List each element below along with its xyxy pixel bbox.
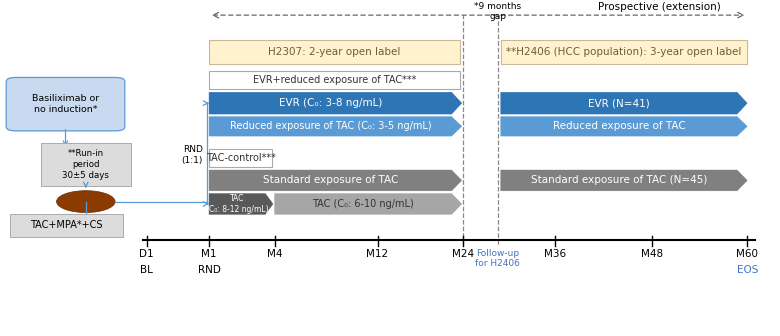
Text: Prospective (extension): Prospective (extension) bbox=[597, 2, 721, 12]
Text: M1: M1 bbox=[201, 249, 217, 259]
Text: M24: M24 bbox=[452, 249, 474, 259]
Text: TAC (C₀: 6-10 ng/mL): TAC (C₀: 6-10 ng/mL) bbox=[312, 199, 414, 209]
Text: M48: M48 bbox=[641, 249, 663, 259]
Polygon shape bbox=[209, 92, 462, 114]
FancyBboxPatch shape bbox=[501, 40, 747, 64]
Ellipse shape bbox=[56, 191, 115, 213]
Text: Reduced exposure of TAC: Reduced exposure of TAC bbox=[552, 121, 686, 131]
Text: M36: M36 bbox=[544, 249, 566, 259]
Text: Reduced exposure of TAC (C₀: 3-5 ng/mL): Reduced exposure of TAC (C₀: 3-5 ng/mL) bbox=[229, 121, 431, 131]
Text: EVR (N=41): EVR (N=41) bbox=[588, 98, 650, 108]
Text: *9 months
gap: *9 months gap bbox=[474, 2, 521, 21]
Text: D1: D1 bbox=[140, 249, 154, 259]
Text: H2307: 2-year open label: H2307: 2-year open label bbox=[268, 47, 401, 57]
FancyBboxPatch shape bbox=[6, 78, 125, 131]
Polygon shape bbox=[275, 194, 462, 214]
Text: Standard exposure of TAC: Standard exposure of TAC bbox=[263, 175, 398, 185]
Text: BL: BL bbox=[140, 265, 153, 276]
Text: TAC
(C₀: 8-12 ng/mL): TAC (C₀: 8-12 ng/mL) bbox=[206, 194, 268, 214]
Text: RND
(1:1): RND (1:1) bbox=[182, 144, 203, 165]
Text: RND: RND bbox=[197, 265, 221, 276]
FancyBboxPatch shape bbox=[209, 149, 272, 167]
Polygon shape bbox=[209, 194, 273, 214]
Text: EVR+reduced exposure of TAC***: EVR+reduced exposure of TAC*** bbox=[253, 75, 417, 85]
FancyBboxPatch shape bbox=[41, 143, 131, 186]
Text: Follow-up
for H2406: Follow-up for H2406 bbox=[475, 249, 520, 268]
Text: EVR (C₀: 3-8 ng/mL): EVR (C₀: 3-8 ng/mL) bbox=[278, 98, 382, 108]
FancyBboxPatch shape bbox=[209, 71, 460, 89]
Text: M12: M12 bbox=[367, 249, 388, 259]
Text: TAC-control***: TAC-control*** bbox=[206, 153, 275, 163]
Polygon shape bbox=[209, 117, 462, 136]
Text: M4: M4 bbox=[267, 249, 282, 259]
Polygon shape bbox=[501, 92, 747, 114]
Text: EOS: EOS bbox=[736, 265, 758, 276]
Text: TAC+MPA*+CS: TAC+MPA*+CS bbox=[30, 220, 103, 230]
Text: **Run-in
period
30±5 days: **Run-in period 30±5 days bbox=[62, 149, 109, 180]
Polygon shape bbox=[501, 117, 747, 136]
FancyBboxPatch shape bbox=[209, 40, 460, 64]
Polygon shape bbox=[209, 170, 462, 191]
FancyBboxPatch shape bbox=[10, 214, 123, 237]
Text: M60: M60 bbox=[736, 249, 758, 259]
Polygon shape bbox=[501, 170, 747, 191]
Text: Basiliximab or
no induction*: Basiliximab or no induction* bbox=[32, 94, 99, 114]
Text: Standard exposure of TAC (N=45): Standard exposure of TAC (N=45) bbox=[530, 175, 707, 185]
Text: **H2406 (HCC population): 3-year open label: **H2406 (HCC population): 3-year open la… bbox=[506, 47, 742, 57]
